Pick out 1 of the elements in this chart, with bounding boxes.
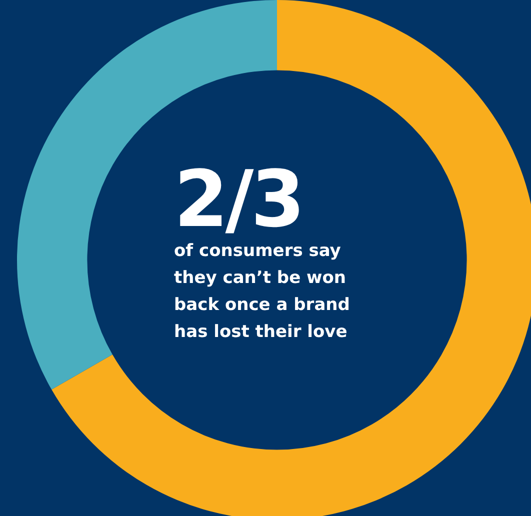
text: of consumers say they can’t be won back once a brand has lost their love <box>174 240 351 344</box>
